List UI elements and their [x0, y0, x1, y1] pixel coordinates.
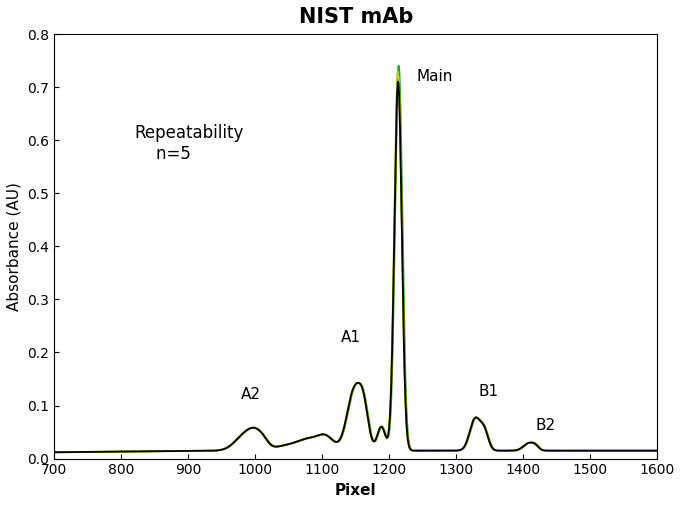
Text: Main: Main — [416, 69, 453, 84]
X-axis label: Pixel: Pixel — [335, 483, 376, 498]
Title: NIST mAb: NIST mAb — [299, 7, 413, 27]
Text: A2: A2 — [241, 387, 261, 402]
Text: B1: B1 — [479, 384, 499, 399]
Text: Repeatability
    n=5: Repeatability n=5 — [135, 124, 244, 163]
Text: B2: B2 — [535, 418, 556, 433]
Text: A1: A1 — [341, 330, 361, 344]
Y-axis label: Absorbance (AU): Absorbance (AU) — [7, 182, 22, 311]
